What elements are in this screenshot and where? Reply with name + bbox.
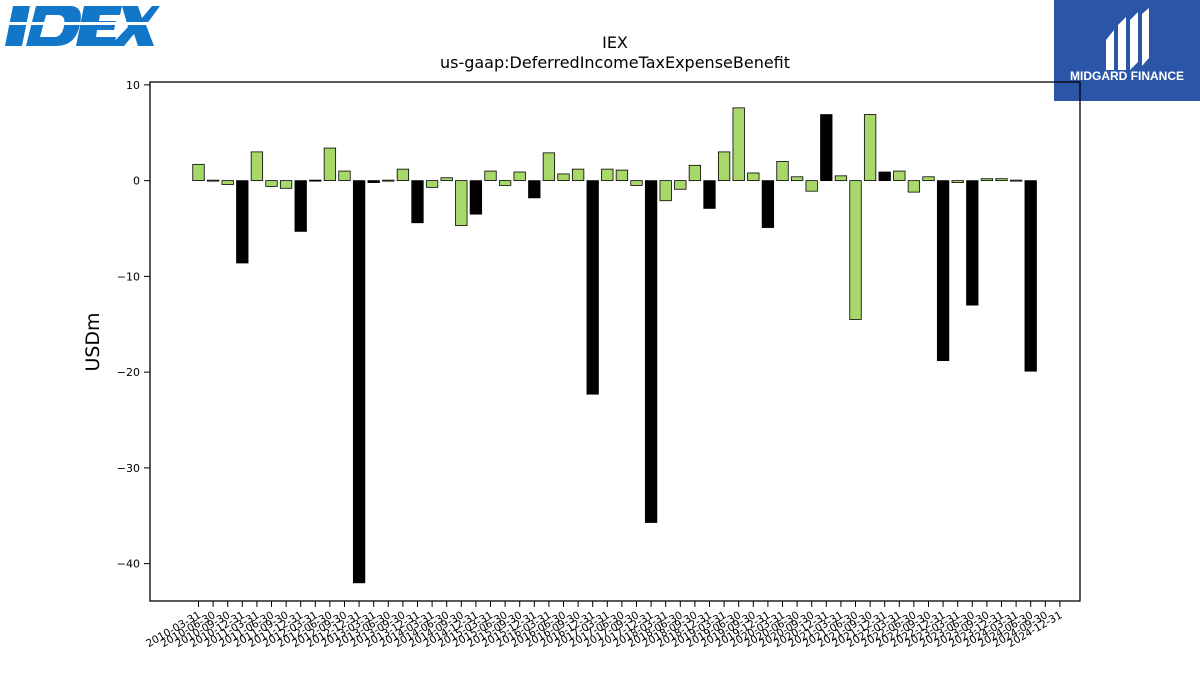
bars-group: [192, 107, 1037, 584]
bar: [440, 177, 453, 182]
y-tick-label: −40: [117, 558, 140, 571]
bar: [601, 168, 614, 182]
bar: [732, 107, 745, 182]
y-tick-label: −30: [117, 462, 140, 475]
bar: [265, 180, 278, 187]
chart-title: IEX: [602, 33, 628, 52]
bar: [557, 173, 570, 182]
bar: [805, 180, 818, 192]
bar: [498, 180, 512, 186]
bar: [717, 151, 731, 182]
bar: [309, 179, 322, 182]
bar: [206, 179, 220, 182]
bar: [951, 180, 964, 183]
y-axis-label: USDm: [82, 312, 104, 371]
bar: [703, 180, 716, 209]
bar: [425, 180, 439, 188]
bar: [455, 180, 468, 227]
bar: [571, 168, 585, 182]
bar: [469, 180, 483, 215]
bar: [907, 180, 921, 193]
bar: [338, 170, 351, 182]
bar: [849, 180, 862, 320]
bar: [484, 170, 497, 182]
bar: [776, 161, 789, 182]
bar: [250, 151, 264, 182]
bar: [893, 170, 906, 182]
bar: [367, 180, 380, 183]
bar: [761, 180, 775, 228]
bar: [1009, 179, 1023, 182]
bar: [878, 171, 891, 182]
bar: [630, 180, 643, 186]
x-axis: 2010-03-312010-06-302010-09-302010-12-31…: [144, 601, 1064, 650]
y-tick-label: −20: [117, 366, 140, 379]
y-axis: 10 0 −10 −20 −30 −40: [117, 79, 150, 571]
bar: [586, 180, 599, 395]
bar: [834, 175, 848, 182]
chart-subtitle: us-gaap:DeferredIncomeTaxExpenseBenefit: [440, 53, 790, 72]
bar: [411, 180, 424, 224]
bar: [236, 180, 249, 264]
bar: [644, 180, 658, 523]
bar: [352, 180, 366, 584]
y-tick-label: 0: [133, 175, 140, 188]
midgard-finance-text: MIDGARD FINANCE: [1070, 69, 1184, 83]
bar: [747, 172, 760, 182]
bar: [221, 180, 234, 185]
bar: [542, 152, 556, 182]
bar: [995, 178, 1008, 182]
bar: [936, 180, 950, 362]
bar: [192, 163, 205, 182]
bar: [980, 178, 994, 182]
bar: [279, 180, 293, 189]
bar: [615, 169, 629, 182]
idex-logo: [0, 0, 165, 52]
bar: [863, 114, 877, 182]
plot-frame: [149, 81, 1081, 602]
bar: [513, 171, 526, 182]
y-tick-label: −10: [117, 270, 140, 283]
bar: [688, 164, 702, 182]
bar: [294, 180, 307, 232]
bar: [659, 180, 672, 202]
bar: [966, 180, 979, 306]
bar: [820, 114, 833, 182]
bar: [323, 147, 337, 182]
bar: [922, 176, 935, 182]
bar: [674, 180, 687, 190]
bar: [382, 179, 395, 182]
bar: [396, 168, 410, 182]
y-tick-label: 10: [126, 79, 140, 92]
midgard-finance-logo: MIDGARD FINANCE: [1054, 0, 1200, 101]
bar: [1024, 180, 1037, 372]
bar: [790, 176, 804, 182]
bar: [528, 180, 541, 199]
